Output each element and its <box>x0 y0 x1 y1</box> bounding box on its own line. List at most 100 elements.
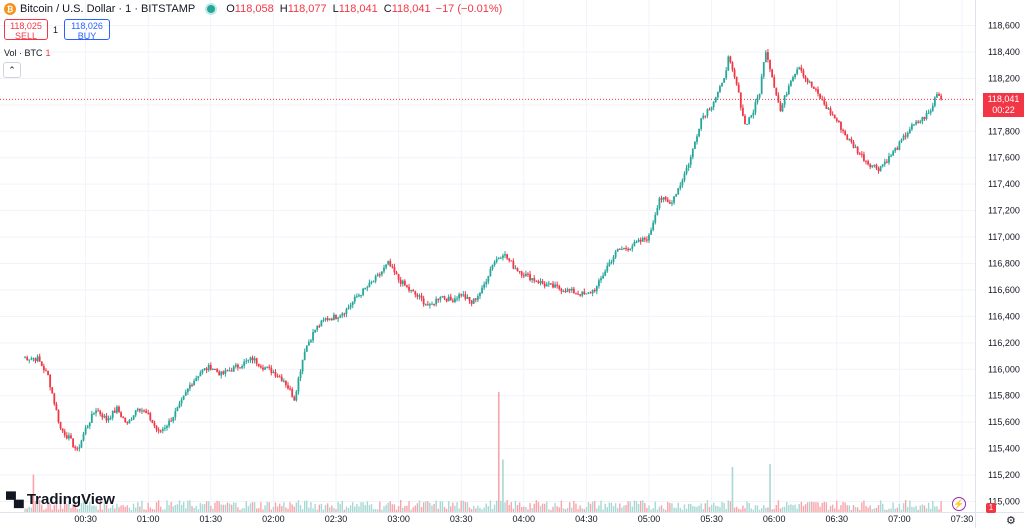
volume-bar <box>733 507 736 512</box>
candle-body <box>842 129 844 132</box>
volume-bar <box>892 502 894 512</box>
candle-body <box>445 298 448 302</box>
volume-bar <box>911 506 913 512</box>
volume-bar <box>218 501 220 512</box>
volume-bar <box>72 503 74 512</box>
candle-body <box>234 364 237 367</box>
candle-body <box>779 102 782 112</box>
symbol-title[interactable]: Bitcoin / U.S. Dollar · 1 · BITSTAMP <box>20 3 196 15</box>
x-tick-label: 07:30 <box>951 514 974 524</box>
volume-bar <box>790 504 792 512</box>
candle-body <box>314 329 317 333</box>
candle-body <box>591 289 594 294</box>
tradingview-logo[interactable]: ▀▄ TradingView <box>6 489 115 509</box>
volume-bar <box>898 503 901 512</box>
volume-bar <box>811 501 813 512</box>
candle-body <box>552 283 554 288</box>
volume-bar <box>798 504 800 512</box>
candle-body <box>245 360 248 362</box>
volume-indicator-legend[interactable]: Vol · BTC 1 <box>4 48 51 58</box>
candle-body <box>771 69 774 78</box>
candle-body <box>128 420 131 424</box>
volume-bar <box>329 507 331 512</box>
volume-bar <box>185 508 187 512</box>
candle-body <box>556 284 559 287</box>
candle-body <box>600 278 602 281</box>
volume-bar <box>831 504 834 512</box>
volume-bar <box>575 503 577 512</box>
candle-body <box>562 291 565 293</box>
candle-body <box>754 102 757 113</box>
candle-body <box>913 124 915 126</box>
x-tick-label: 02:00 <box>262 514 285 524</box>
volume-bar <box>155 502 158 512</box>
volume-bar <box>356 504 358 512</box>
volume-bar <box>358 506 360 512</box>
volume-bar <box>224 504 227 512</box>
candle-body <box>704 115 707 117</box>
volume-bar <box>458 508 460 512</box>
volume-bar <box>397 506 400 512</box>
candle-body <box>426 304 429 306</box>
volume-bar <box>856 507 859 512</box>
volume-bar <box>648 505 650 512</box>
candle-body <box>159 430 162 432</box>
collapse-legend-button[interactable]: ⌃ <box>3 62 21 78</box>
candle-body <box>422 298 425 305</box>
x-tick-label: 00:30 <box>74 514 97 524</box>
volume-bar <box>99 500 101 512</box>
volume-bar <box>781 507 784 512</box>
volume-bar <box>364 505 366 512</box>
candle-body <box>825 104 828 109</box>
volume-bar <box>808 501 811 512</box>
candle-body <box>372 281 375 283</box>
volume-bar <box>312 508 314 512</box>
x-tick-label: 03:00 <box>387 514 410 524</box>
volume-bar <box>339 503 341 512</box>
candle-body <box>819 93 822 99</box>
buy-button[interactable]: 118,026 BUY <box>64 19 110 41</box>
y-tick-label: 117,000 <box>988 232 1020 242</box>
candle-body <box>737 84 740 93</box>
candle-body <box>403 280 406 286</box>
volume-bar <box>404 505 406 512</box>
volume-bar <box>491 508 494 512</box>
symbol-legend[interactable]: ₿ Bitcoin / U.S. Dollar · 1 · BITSTAMP O… <box>4 2 502 16</box>
candle-body <box>481 287 483 294</box>
volume-bar <box>437 508 439 512</box>
volume-bar <box>598 505 600 512</box>
sell-button[interactable]: 118,025 SELL <box>4 19 48 41</box>
x-tick-label: 06:30 <box>826 514 849 524</box>
volume-bar <box>829 505 832 512</box>
volume-bar <box>583 509 586 512</box>
volume-bar <box>573 501 575 512</box>
volume-bar <box>652 508 654 512</box>
tradingview-wordmark: TradingView <box>26 490 115 508</box>
lightning-icon[interactable]: ⚡ <box>952 497 966 511</box>
volume-bar <box>917 509 919 512</box>
volume-bar <box>276 506 279 512</box>
volume-bar <box>746 501 748 512</box>
candle-body <box>831 114 834 116</box>
volume-bar <box>815 502 817 512</box>
candle-body <box>189 384 191 389</box>
candle-body <box>230 370 233 372</box>
volume-bar <box>927 502 930 512</box>
volume-bar <box>518 502 521 512</box>
volume-bar <box>842 501 844 512</box>
volume-bar <box>256 508 258 512</box>
settings-gear-icon[interactable]: ⚙ <box>1006 515 1016 527</box>
volume-bar <box>506 500 508 512</box>
volume-bar <box>389 501 391 512</box>
volume-bar <box>848 505 851 512</box>
candle-body <box>345 309 348 314</box>
volume-bar <box>208 501 210 512</box>
candle-body <box>293 396 296 401</box>
candle-body <box>447 296 450 302</box>
candle-body <box>105 415 108 421</box>
volume-bar <box>579 505 581 512</box>
candle-body <box>255 358 258 364</box>
events-badge[interactable]: 1 <box>986 503 996 513</box>
volume-bar <box>230 504 233 512</box>
